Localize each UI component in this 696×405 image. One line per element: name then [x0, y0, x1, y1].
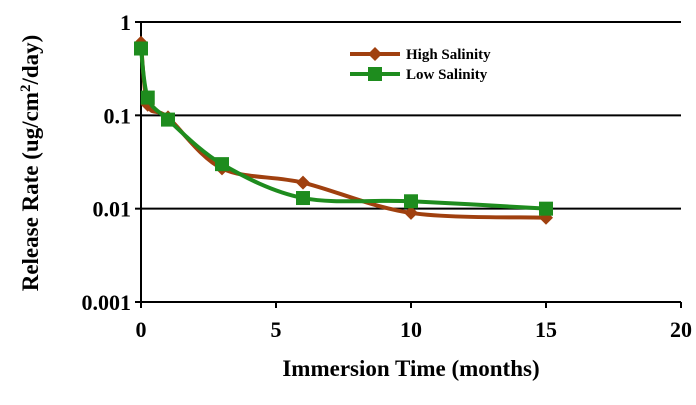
y-tick-label-3: 1 — [120, 10, 131, 35]
data-point-0-4 — [296, 175, 310, 190]
y-axis-title-sup: 2 — [18, 85, 34, 93]
x-tick-label-3: 15 — [535, 317, 557, 342]
legend: High Salinity Low Salinity — [350, 47, 491, 83]
y-axis-title: Release Rate (ug/cm2/day) — [18, 35, 43, 292]
data-point-1-5 — [404, 194, 418, 209]
x-axis-title: Immersion Time (months) — [282, 356, 539, 381]
legend-marker-0 — [368, 47, 382, 61]
y-tick-label-0: 0.001 — [82, 290, 132, 315]
x-tick-label-4: 20 — [670, 317, 692, 342]
x-tick-label-0: 0 — [136, 317, 147, 342]
x-tick-label-1: 5 — [271, 317, 282, 342]
y-tick-label-1: 0.01 — [93, 197, 132, 222]
x-tick-label-2: 10 — [400, 317, 422, 342]
data-point-1-2 — [161, 112, 175, 127]
y-axis-title-prefix: Release Rate (ug/cm — [18, 92, 43, 291]
data-point-1-0 — [134, 41, 148, 56]
data-point-1-6 — [539, 201, 553, 216]
legend-label-1: Low Salinity — [406, 67, 488, 83]
series-0 — [134, 35, 553, 225]
data-point-1-4 — [296, 191, 310, 206]
y-tick-label-2: 0.1 — [104, 103, 132, 128]
series-1 — [134, 41, 553, 216]
data-point-0-5 — [404, 205, 418, 220]
series-layer — [134, 35, 553, 225]
data-point-1-3 — [215, 157, 229, 172]
y-axis-title-suffix: /day) — [18, 35, 43, 86]
legend-marker-1 — [368, 67, 382, 81]
data-point-1-1 — [140, 90, 155, 105]
legend-label-0: High Salinity — [406, 47, 491, 63]
